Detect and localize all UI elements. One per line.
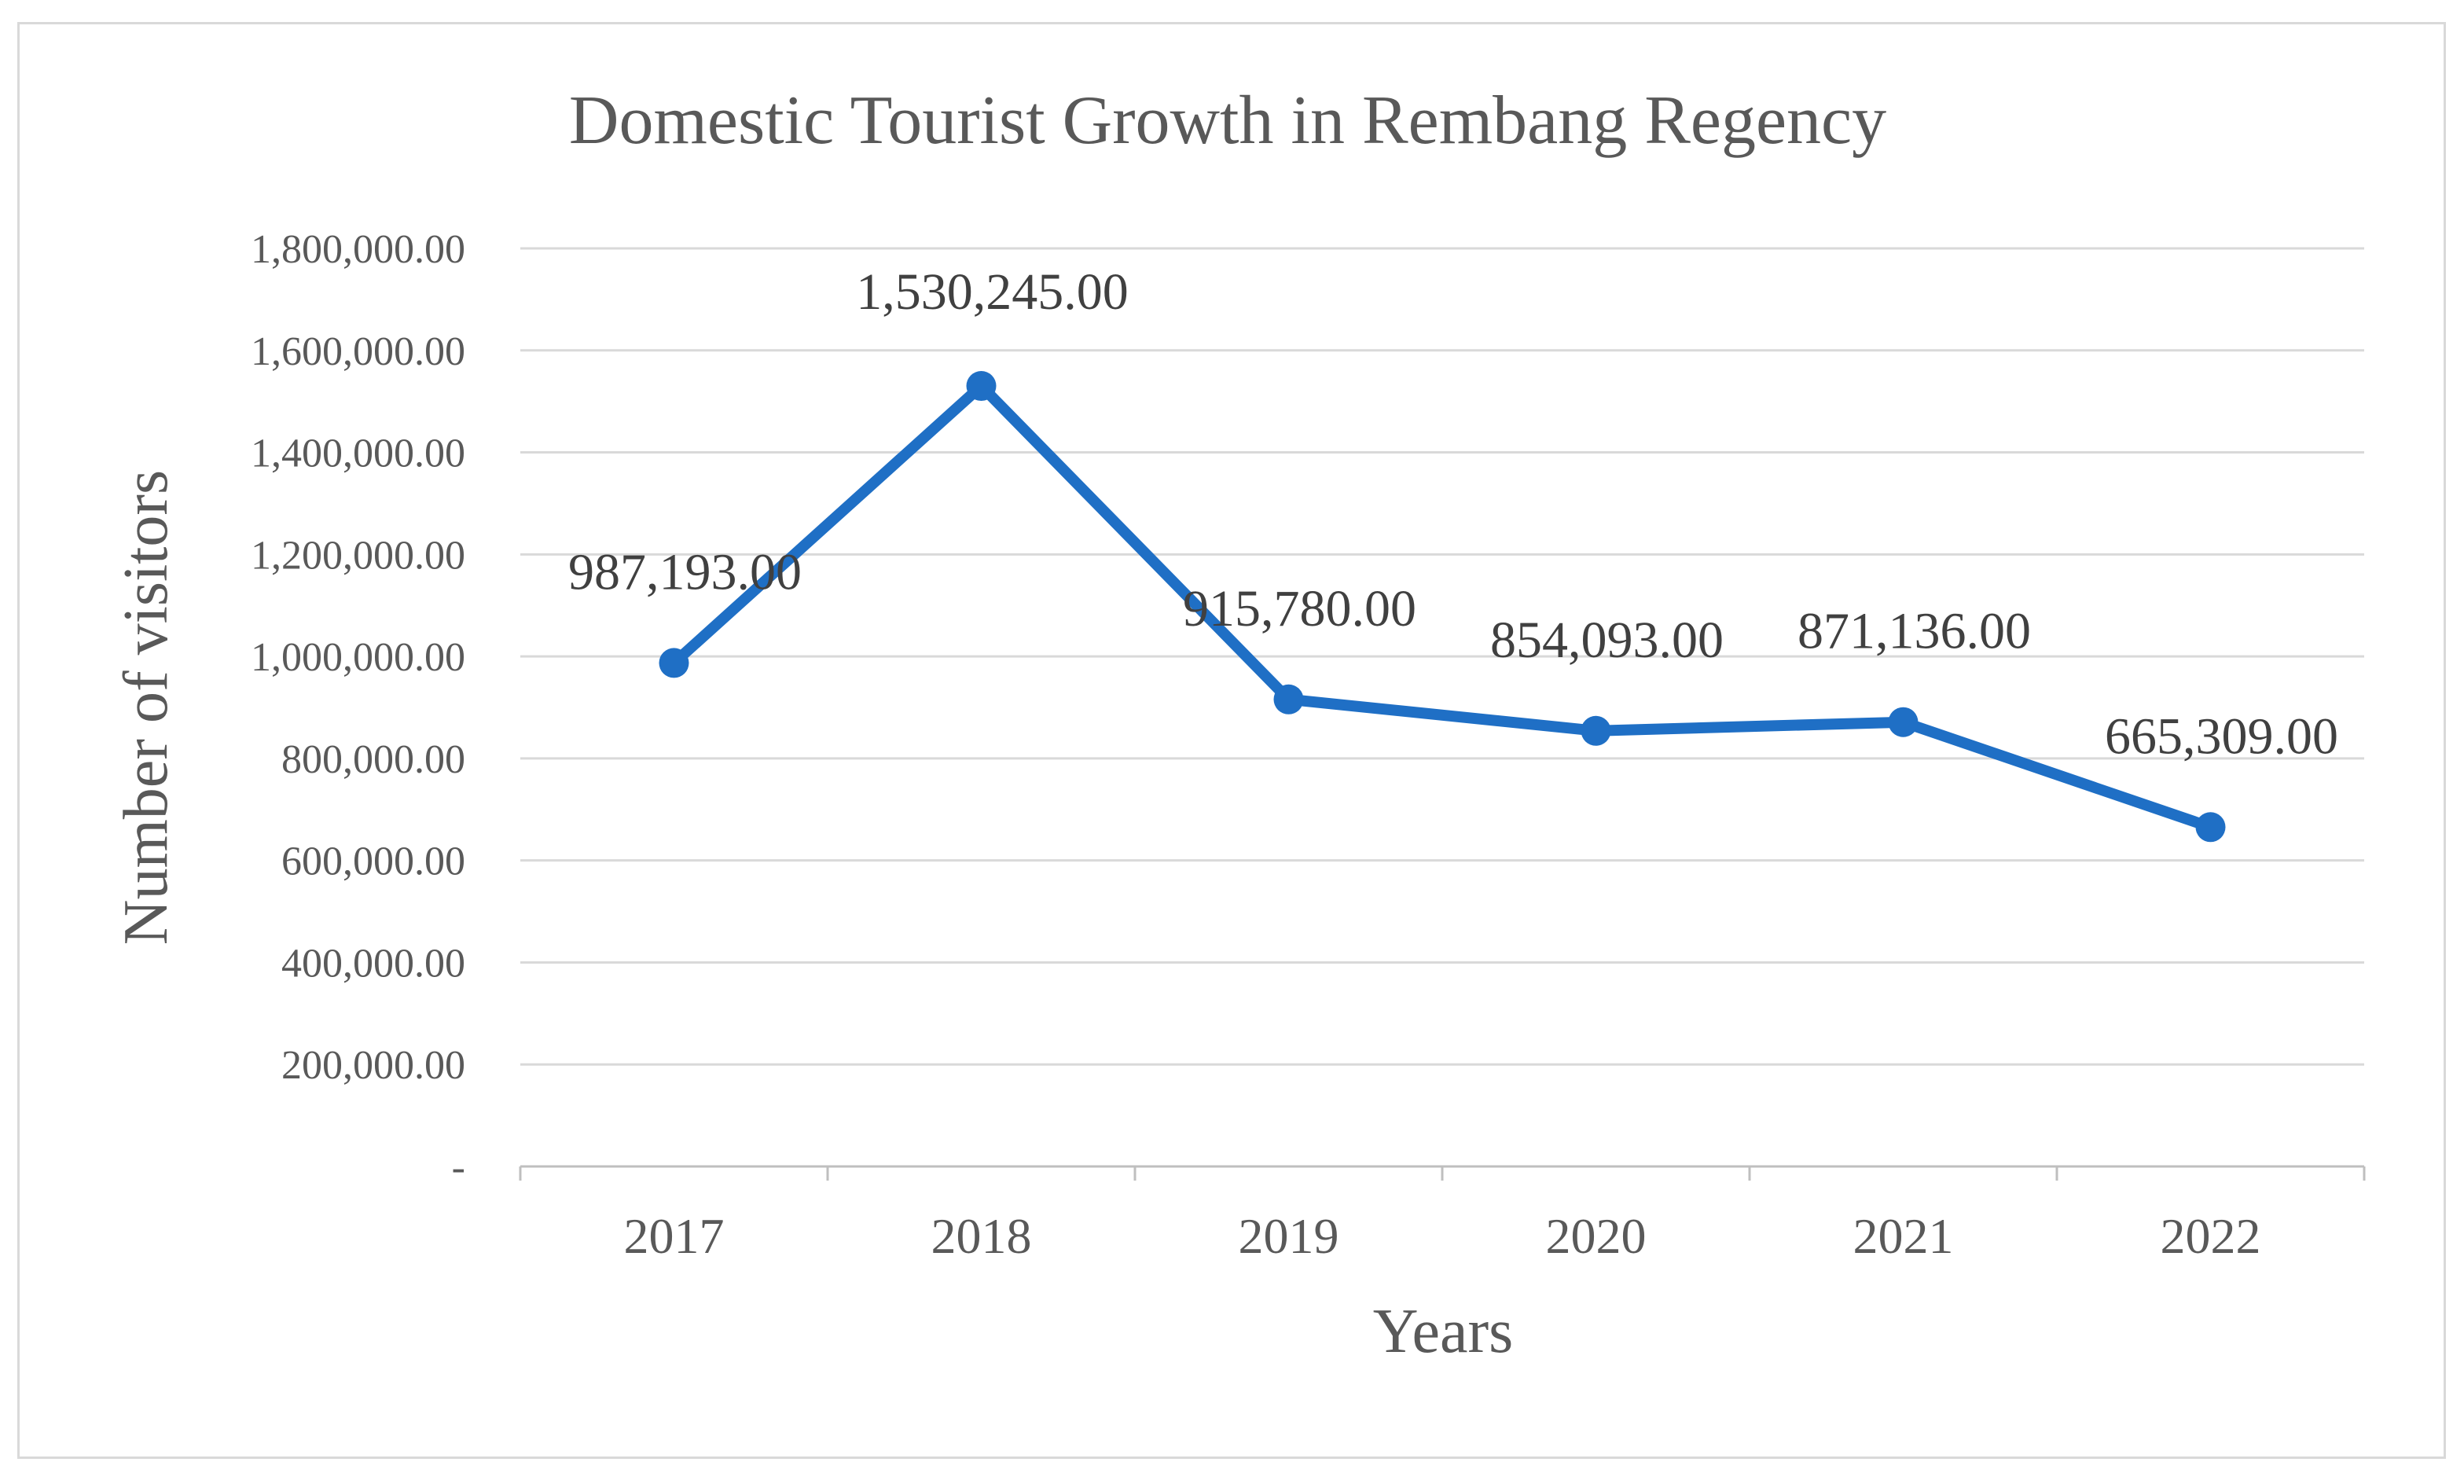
y-tick-label: 1,600,000.00 <box>251 329 465 374</box>
data-point <box>2195 812 2226 843</box>
y-tick-label: 400,000.00 <box>281 941 465 986</box>
y-tick-label: - <box>452 1145 465 1190</box>
y-tick-label: 1,400,000.00 <box>251 432 465 476</box>
data-label: 854,093.00 <box>1490 612 1724 669</box>
series-line-path <box>668 380 2216 833</box>
data-point <box>1581 715 1611 746</box>
chart-frame <box>17 22 2446 1459</box>
y-axis-label: Number of visitors <box>112 470 181 945</box>
data-labels: 987,193.00 1,530,245.00 915,780.00 854,093.… <box>568 263 2338 765</box>
data-label: 987,193.00 <box>568 543 802 601</box>
y-tick-label: 200,000.00 <box>281 1043 465 1088</box>
y-tick-labels: - 200,000.00 400,000.00 600,000.00 800,000.0… <box>251 227 465 1190</box>
x-tick-label: 2017 <box>624 1208 725 1264</box>
chart-title: Domestic Tourist Growth in Rembang Regen… <box>569 83 1886 159</box>
x-axis: 2017 2018 2019 2020 2021 2022 <box>519 1165 2366 1264</box>
x-tick-label: 2021 <box>1853 1208 1954 1264</box>
x-tick-label: 2019 <box>1239 1208 1339 1264</box>
data-label: 1,530,245.00 <box>856 263 1129 321</box>
series-line <box>659 371 2226 843</box>
gridlines <box>520 247 2364 1066</box>
data-label: 915,780.00 <box>1183 580 1416 637</box>
data-point <box>966 371 997 402</box>
data-point <box>1273 684 1304 714</box>
y-tick-label: 1,000,000.00 <box>251 635 465 680</box>
data-point <box>1888 707 1919 737</box>
y-tick-label: 1,200,000.00 <box>251 533 465 578</box>
data-point <box>659 648 689 678</box>
x-tick-label: 2018 <box>931 1208 1032 1264</box>
data-label: 871,136.00 <box>1798 603 2031 660</box>
x-tick-label: 2022 <box>2161 1208 2261 1264</box>
x-tick-label: 2020 <box>1546 1208 1647 1264</box>
data-label: 665,309.00 <box>2105 707 2338 765</box>
y-tick-label: 1,800,000.00 <box>251 227 465 272</box>
x-axis-label: Years <box>1373 1297 1514 1366</box>
y-tick-label: 800,000.00 <box>281 737 465 782</box>
y-tick-label: 600,000.00 <box>281 839 465 884</box>
